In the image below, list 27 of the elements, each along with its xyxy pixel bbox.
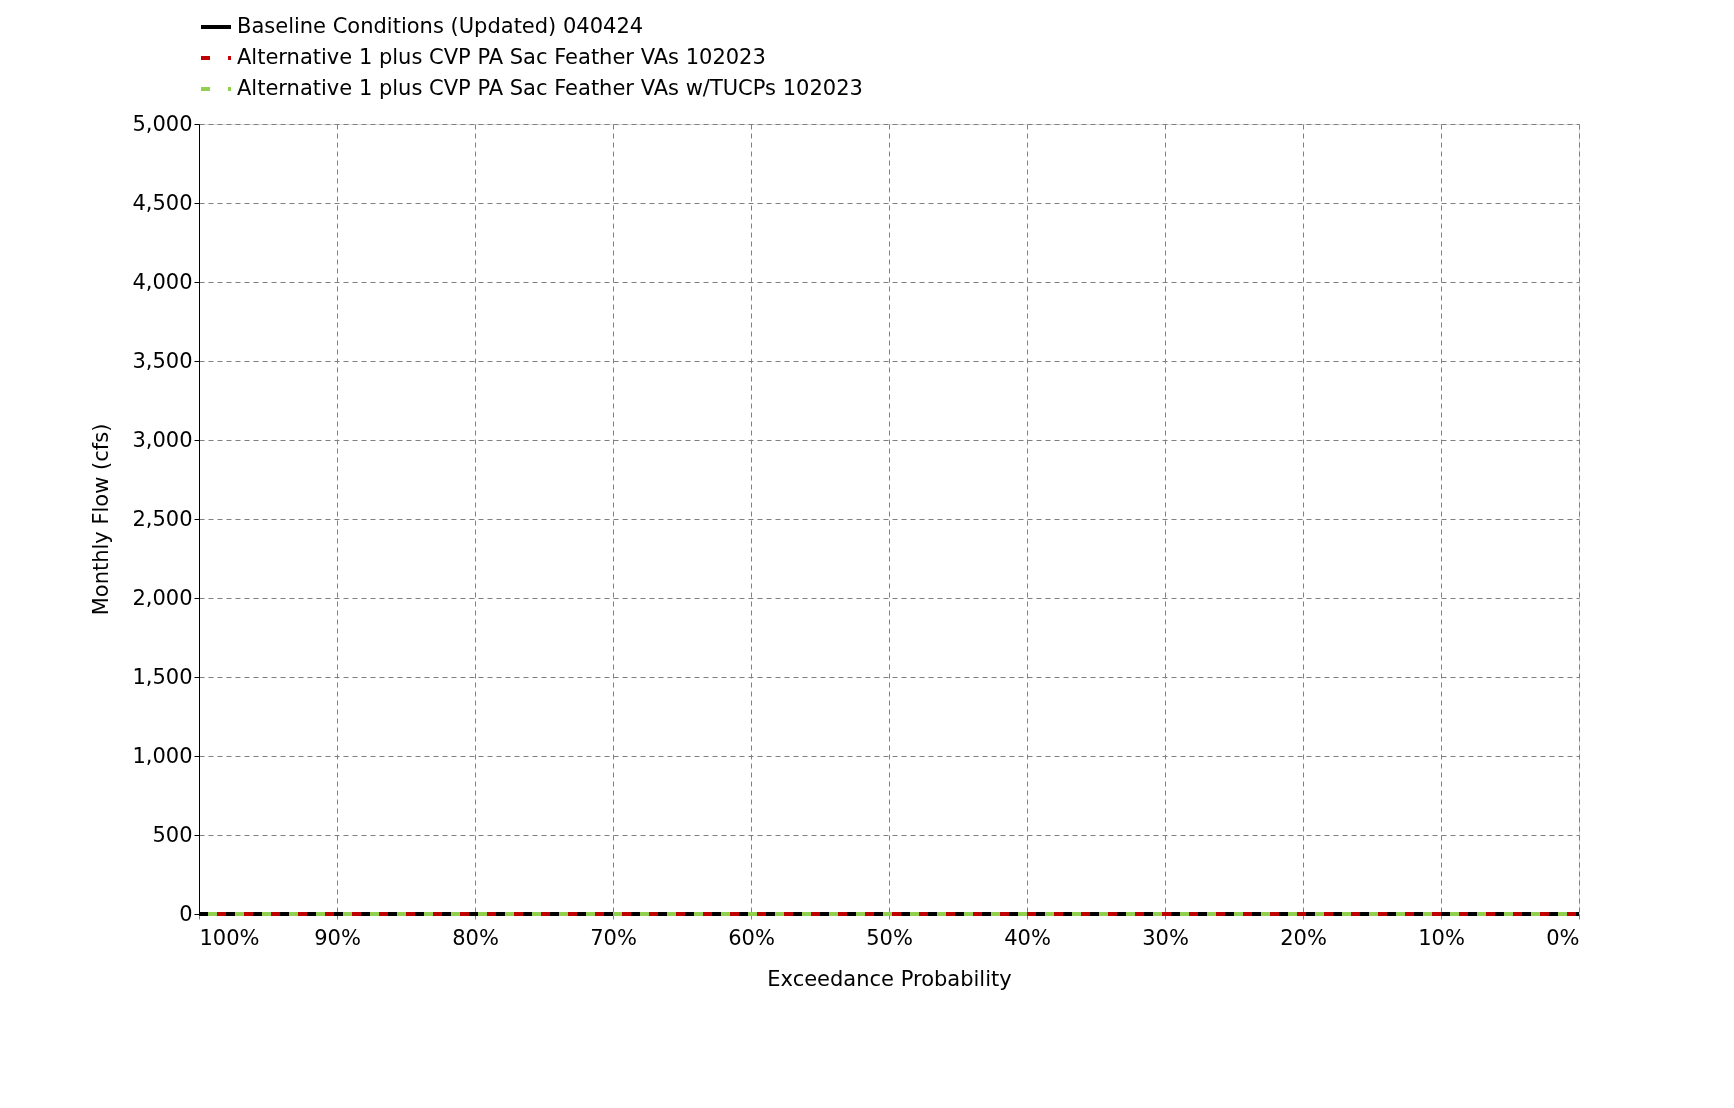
y-tick-label: 2,000 [132, 585, 193, 610]
legend-label: Alternative 1 plus CVP PA Sac Feather VAs 102023 [237, 45, 766, 69]
x-axis-title: Exceedance Probability [767, 966, 1012, 991]
y-tick-label: 1,500 [132, 664, 193, 689]
x-tick-label: 60% [728, 925, 775, 950]
x-tick-label: 10% [1418, 925, 1465, 950]
x-tick-label: 80% [452, 925, 499, 950]
x-tick-label: 90% [314, 925, 361, 950]
y-tick-label: 0 [179, 901, 193, 926]
y-tick-label: 5,000 [132, 111, 193, 136]
legend-label: Baseline Conditions (Updated) 040424 [237, 14, 644, 38]
y-tick-label: 4,000 [132, 269, 193, 294]
x-tick-label: 0% [1546, 925, 1580, 950]
y-tick-label: 500 [152, 822, 193, 847]
y-tick-label: 2,500 [132, 506, 193, 531]
y-tick-label: 3,500 [132, 348, 193, 373]
x-tick-label: 50% [866, 925, 913, 950]
y-tick-label: 3,000 [132, 427, 193, 452]
y-axis-title: Monthly Flow (cfs) [89, 423, 114, 616]
x-tick-label: 20% [1280, 925, 1327, 950]
x-tick-label: 100% [199, 925, 260, 950]
x-tick-label: 30% [1142, 925, 1189, 950]
y-tick-label: 1,000 [132, 743, 193, 768]
y-tick-label: 4,500 [132, 190, 193, 215]
x-tick-label: 70% [590, 925, 637, 950]
x-tick-label: 40% [1004, 925, 1051, 950]
legend-label: Alternative 1 plus CVP PA Sac Feather VAs w/TUCPs 102023 [237, 76, 863, 100]
